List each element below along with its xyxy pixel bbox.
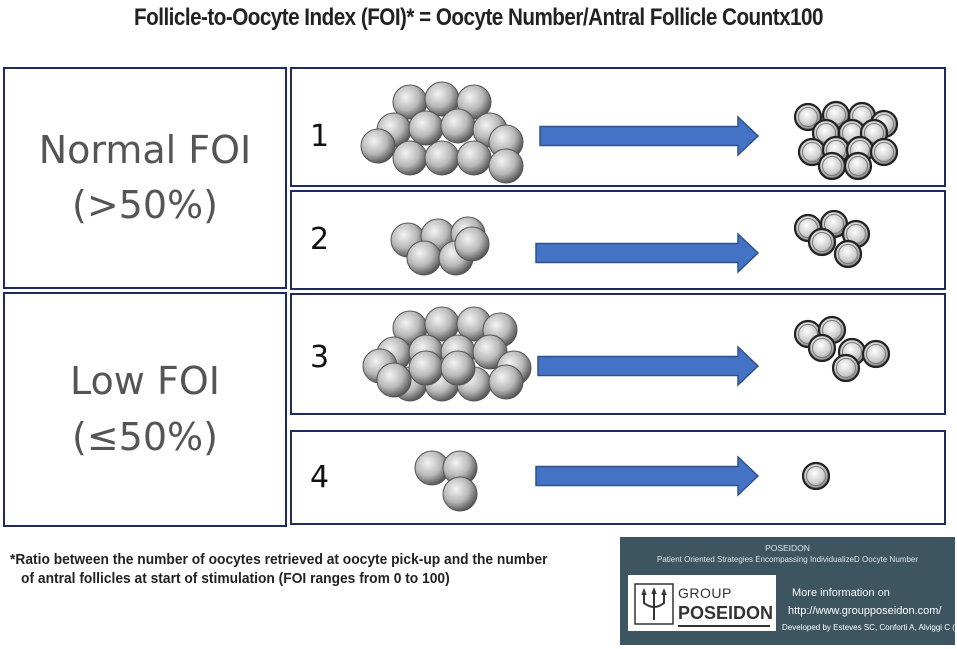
panel-subtitle: Patient Oriented Strategies Encompassing…: [656, 555, 919, 564]
follicle-icon: [454, 226, 490, 262]
trident-icon: [634, 583, 674, 625]
developed-by-text: Developed by Esteves SC, Conforti A, Alv…: [782, 623, 957, 632]
category-box-normal: Normal FOI (>50%): [3, 67, 287, 289]
panel-acronym: POSEIDON: [765, 543, 810, 553]
oocyte-ring: [874, 142, 894, 162]
category-box-low: Low FOI (≤50%): [3, 292, 287, 527]
follicle-icon: [488, 364, 524, 400]
oocyte-ring: [812, 338, 832, 358]
info-panel: POSEIDON Patient Oriented Strategies Enc…: [620, 537, 957, 645]
right-arrow-icon: [539, 115, 760, 157]
logo-underline: [678, 625, 770, 627]
row-number: 4: [310, 460, 330, 495]
follicle-icon: [424, 140, 460, 176]
follicle-icon: [456, 140, 492, 176]
more-info-text: More information on: [792, 587, 890, 599]
follicle-icon: [408, 110, 444, 146]
category-range: (≤50%): [72, 414, 218, 459]
category-range: (>50%): [72, 183, 218, 227]
footnote-line-2: of antral follicles at start of stimulat…: [21, 570, 450, 587]
follicle-icon: [376, 362, 412, 398]
oocyte-ring: [866, 344, 886, 364]
row-number: 3: [310, 340, 330, 375]
follicle-icon: [360, 128, 396, 164]
follicle-icon: [440, 350, 476, 386]
oocyte-ring: [822, 156, 842, 176]
row-number: 1: [310, 119, 330, 154]
right-arrow-icon: [535, 232, 760, 274]
follicle-icon: [442, 476, 478, 512]
oocyte-ring: [798, 107, 818, 127]
website-link[interactable]: http://www.groupposeidon.com/: [788, 605, 942, 617]
oocyte-ring: [836, 358, 856, 378]
oocyte-ring: [798, 218, 818, 238]
category-label: Low FOI: [70, 359, 220, 404]
footnote-line-1: *Ratio between the number of oocytes ret…: [10, 551, 548, 568]
row-number: 2: [310, 222, 330, 257]
oocyte-ring: [802, 142, 822, 162]
logo-group-text: GROUP: [678, 585, 732, 601]
oocyte-ring: [848, 156, 868, 176]
logo-name-text: POSEIDON: [678, 603, 774, 623]
right-arrow-icon: [537, 345, 760, 387]
follicle-icon: [406, 240, 442, 276]
oocyte-ring: [806, 466, 826, 486]
oocyte-ring: [838, 244, 858, 264]
oocyte-ring: [812, 232, 832, 252]
footnote: *Ratio between the number of oocytes ret…: [10, 550, 548, 588]
oocyte-ring: [798, 324, 818, 344]
follicle-icon: [488, 148, 524, 184]
right-arrow-icon: [535, 455, 760, 497]
diagram-title: Follicle-to-Oocyte Index (FOI)* = Oocyte…: [134, 4, 823, 31]
oocyte-ring: [824, 214, 844, 234]
follicle-icon: [408, 350, 444, 386]
category-label: Normal FOI: [38, 127, 252, 172]
follicle-icon: [440, 108, 476, 144]
follicle-icon: [392, 140, 428, 176]
poseidon-logo: GROUP POSEIDON: [628, 575, 776, 631]
